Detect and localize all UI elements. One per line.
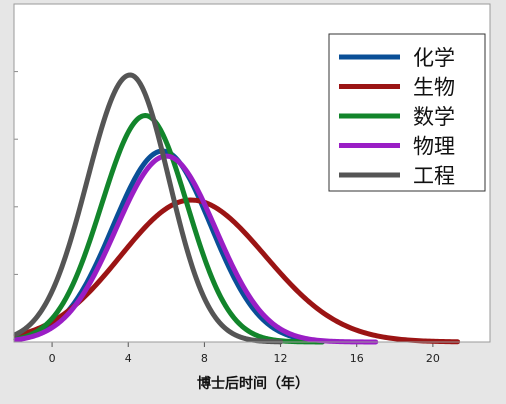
x-axis-label: 博士后时间（年） xyxy=(197,375,309,392)
x-tick-label-3: 12 xyxy=(274,352,288,365)
x-axis: 0 4 8 12 16 20 xyxy=(49,342,440,365)
x-tick-label-4: 16 xyxy=(350,352,364,365)
legend-label-2: 数学 xyxy=(413,105,455,129)
x-tick-label-2: 8 xyxy=(201,352,208,365)
series-line-3 xyxy=(13,153,379,345)
x-tick-label-1: 4 xyxy=(125,352,132,365)
legend-label-1: 生物 xyxy=(413,76,455,100)
legend-label-0: 化学 xyxy=(413,46,455,70)
series-line-4 xyxy=(13,72,284,345)
legend-label-4: 工程 xyxy=(413,164,455,188)
series-line-1 xyxy=(13,197,461,345)
x-tick-label-0: 0 xyxy=(49,352,56,365)
y-axis-ticks xyxy=(14,71,18,275)
legend-box xyxy=(328,33,486,192)
x-tick-label-5: 20 xyxy=(426,352,440,365)
legend-label-3: 物理 xyxy=(413,135,455,159)
series-lines xyxy=(13,72,461,345)
plot-frame xyxy=(13,3,491,343)
